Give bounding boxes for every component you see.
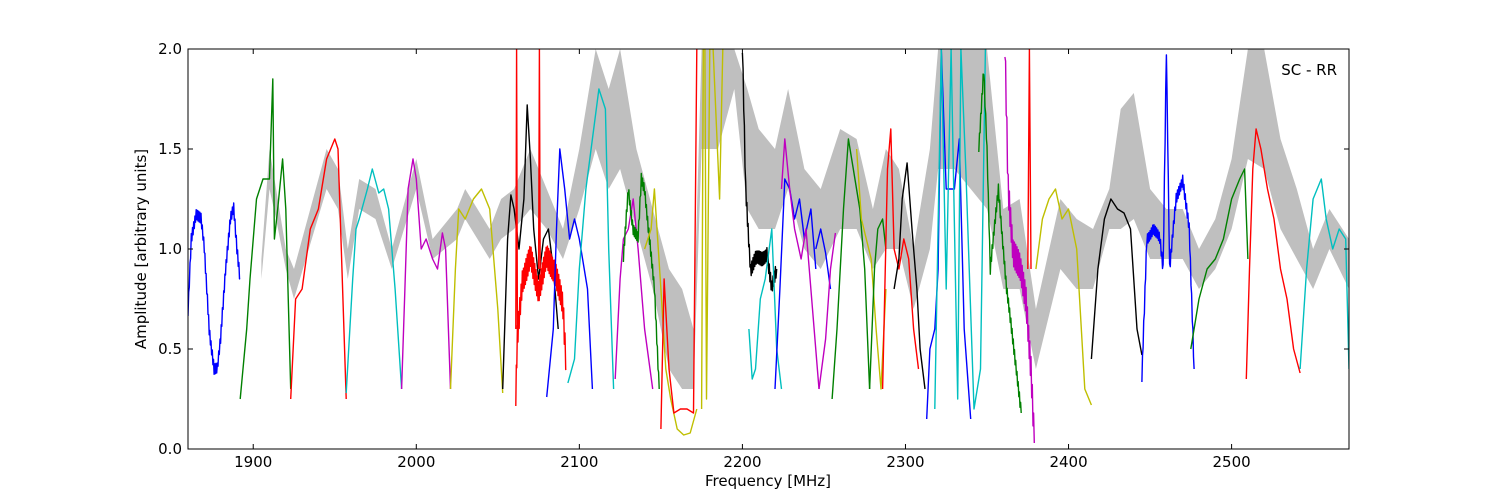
series-line-1	[239, 78, 292, 400]
series-line-21	[815, 228, 832, 290]
series-line-17	[741, 52, 778, 292]
series-line-30	[978, 73, 1022, 414]
series-line-25	[868, 218, 887, 390]
series-line-7	[515, 245, 567, 407]
x-tick-label: 1900	[234, 453, 272, 471]
series-line-10	[546, 148, 594, 398]
series-line-24	[855, 148, 887, 390]
series-line-26	[881, 128, 920, 390]
x-axis-label: Frequency [MHz]	[705, 472, 831, 490]
series-line-4	[400, 158, 452, 390]
x-tick-label: 2000	[397, 453, 435, 471]
x-tick-label: 2400	[1049, 453, 1087, 471]
series-line-37	[1245, 128, 1301, 380]
x-tick-label: 2200	[723, 453, 761, 471]
series-line-15	[660, 49, 698, 430]
series-line-11	[567, 88, 615, 390]
series-line-14	[643, 188, 698, 436]
series-line-29	[934, 49, 987, 410]
series-line-9	[537, 49, 541, 270]
series-line-27	[893, 162, 926, 390]
series-line-33	[1035, 188, 1093, 406]
series-line-2	[290, 138, 347, 400]
series-line-3	[345, 168, 403, 394]
series-line-16	[700, 49, 724, 410]
x-tick-label: 2100	[560, 453, 598, 471]
series-line-22	[818, 232, 837, 390]
series-line-19	[774, 178, 817, 390]
series-line-5	[449, 188, 504, 394]
y-tick-label: 1.0	[158, 240, 182, 258]
series-layer	[188, 49, 1349, 444]
envelope-band	[261, 49, 1349, 389]
series-line-18	[748, 228, 783, 390]
series-line-20	[780, 138, 820, 390]
series-line-23	[831, 138, 871, 400]
y-tick-label: 1.5	[158, 140, 182, 158]
series-line-34	[1090, 198, 1143, 360]
y-tick-label: 2.0	[158, 40, 182, 58]
series-line-6	[502, 104, 559, 390]
series-line-31	[1004, 56, 1035, 444]
y-tick-label: 0.0	[158, 440, 182, 458]
x-tick-label: 2500	[1213, 453, 1251, 471]
y-tick-label: 0.5	[158, 340, 182, 358]
series-line-38	[1299, 178, 1349, 370]
series-line-13	[622, 172, 660, 390]
series-line-32	[1027, 49, 1032, 270]
series-line-35	[1141, 54, 1195, 383]
chart-annotation: SC - RR	[1281, 61, 1337, 79]
envelope-layer	[261, 49, 1349, 389]
series-line-36	[1190, 168, 1249, 350]
ticks-layer: 1900 2000 2100 2200 2300 2400 2500 0.0 0.5 1.0 1.5…	[158, 40, 1349, 471]
x-tick-label: 2300	[886, 453, 924, 471]
y-axis-label: Amplitude [arbitrary units]	[132, 149, 150, 349]
series-line-8	[515, 49, 519, 330]
series-line-0	[188, 202, 241, 375]
series-line-28	[926, 49, 972, 420]
